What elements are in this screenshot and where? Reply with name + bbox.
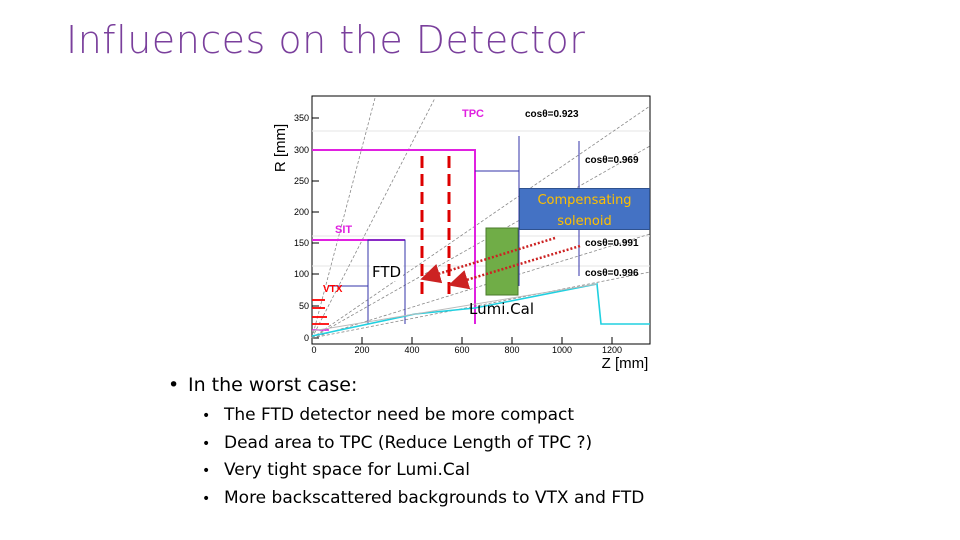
bullet-section: • In the worst case: • The FTD detector … <box>168 374 644 512</box>
sit-label: SIT <box>335 224 352 236</box>
x-tick-label: 1200 <box>602 345 622 355</box>
cone-line <box>311 283 598 332</box>
beampipe <box>311 283 650 337</box>
x-tick-labels: 0 200 400 600 800 1000 1200 <box>311 345 622 355</box>
angle-label: cosθ=0.991 <box>585 238 639 249</box>
bullet-dot-icon: • <box>202 435 211 452</box>
y-tick-label: 200 <box>294 207 309 217</box>
angle-label: cosθ=0.996 <box>585 268 639 279</box>
x-tick-label: 0 <box>311 345 316 355</box>
bullet-dot-icon: • <box>168 374 180 396</box>
y-tick-label: 100 <box>294 269 309 279</box>
vtx-label: VTX <box>323 284 343 295</box>
sub-bullet-item: • The FTD detector need be more compact <box>202 402 644 430</box>
x-axis-title: Z [mm] <box>602 355 649 372</box>
sub-bullet-list: • The FTD detector need be more compact … <box>202 402 644 512</box>
x-tick-label: 800 <box>504 345 519 355</box>
x-tick-label: 200 <box>354 345 369 355</box>
callout-line-1: Compensating <box>537 193 632 208</box>
ftd-label: FTD <box>370 263 404 281</box>
sub-bullet-item: • More backscattered backgrounds to VTX … <box>202 485 644 513</box>
compensating-solenoid-callout: Compensating solenoid <box>519 188 650 230</box>
sub-bullet-item: • Very tight space for Lumi.Cal <box>202 457 644 485</box>
main-bullet-text: In the worst case: <box>188 374 358 396</box>
y-tick-label: 150 <box>294 238 309 248</box>
sub-bullet-item: • Dead area to TPC (Reduce Length of TPC… <box>202 430 644 458</box>
sub-bullet-text: Very tight space for Lumi.Cal <box>224 460 470 480</box>
sub-bullet-text: More backscattered backgrounds to VTX an… <box>224 487 645 508</box>
y-axis-title: R [mm] <box>272 124 289 172</box>
angle-label: cosθ=0.969 <box>585 155 639 166</box>
y-tick-label: 50 <box>299 301 309 311</box>
y-tick-label: 350 <box>294 113 309 123</box>
bullet-dot-icon: • <box>202 490 211 507</box>
y-tick-label: 0 <box>304 333 309 343</box>
main-bullet: • In the worst case: <box>168 374 644 396</box>
x-axis-ticks <box>311 337 613 344</box>
x-tick-label: 600 <box>454 345 469 355</box>
bullet-dot-icon: • <box>202 463 211 479</box>
sub-bullet-text: The FTD detector need be more compact <box>224 405 575 425</box>
callout-line-2: solenoid <box>557 214 612 229</box>
vtx-layers <box>312 299 329 325</box>
tpc-label: TPC <box>462 108 484 120</box>
tpc-outline <box>312 149 476 324</box>
slide-title: Influences on the Detector <box>66 18 586 62</box>
x-tick-label: 400 <box>404 345 419 355</box>
angle-labels: cosθ=0.923 cosθ=0.969 cosθ=0.991 cosθ=0.… <box>525 109 639 279</box>
x-tick-label: 1000 <box>552 345 572 355</box>
lumical-label: Lumi.Cal <box>469 300 534 318</box>
y-tick-label: 300 <box>294 145 309 155</box>
impact-arrows <box>420 236 581 290</box>
y-tick-label: 250 <box>294 176 309 186</box>
bullet-dot-icon: • <box>202 408 211 424</box>
y-tick-labels: 0 50 100 150 200 250 300 350 <box>294 113 309 343</box>
angle-label: cosθ=0.923 <box>525 109 579 120</box>
sub-bullet-text: Dead area to TPC (Reduce Length of TPC ?… <box>224 432 593 453</box>
acceptance-lines <box>311 97 651 339</box>
lumical-block <box>485 227 519 296</box>
